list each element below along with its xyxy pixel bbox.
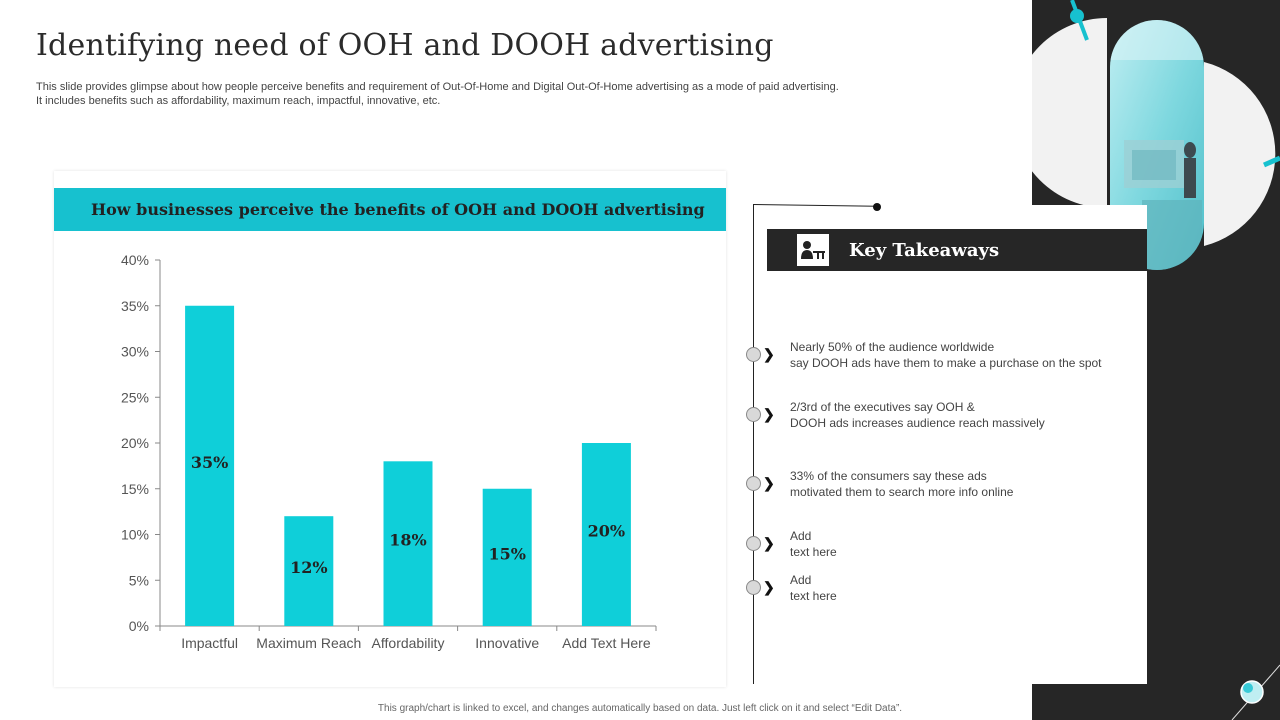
takeaway-text: 2/3rd of the executives say OOH & DOOH a… — [790, 400, 1045, 430]
y-tick-label: 15% — [121, 481, 149, 497]
bar — [581, 443, 631, 626]
chart-title-banner: How businesses perceive the benefits of … — [54, 188, 726, 231]
takeaway-item: ❯ Add text here — [746, 573, 1146, 614]
x-tick-label: Impactful — [181, 635, 238, 651]
bullet-circle-icon — [746, 580, 761, 595]
bar — [284, 516, 334, 626]
bar-data-label: 15% — [488, 544, 525, 563]
bullet-circle-icon — [746, 536, 761, 551]
x-tick-label: Maximum Reach — [256, 635, 361, 651]
bullet-circle-icon — [746, 407, 761, 422]
x-tick-label: Add Text Here — [562, 635, 651, 651]
chart-title: How businesses perceive the benefits of … — [91, 200, 705, 219]
bullet-circle-icon — [746, 476, 761, 491]
y-tick-label: 0% — [129, 618, 149, 634]
takeaways-connector-dot — [873, 203, 881, 211]
takeaways-panel — [753, 205, 1147, 684]
x-tick-label: Affordability — [372, 635, 445, 651]
bar-data-label: 12% — [290, 558, 327, 577]
y-tick-label: 30% — [121, 344, 149, 360]
takeaways-header: Key Takeaways — [767, 229, 1147, 271]
page-subtitle: This slide provides glimpse about how pe… — [36, 81, 839, 107]
takeaway-text: Add text here — [790, 529, 837, 559]
chevron-right-icon: ❯ — [763, 475, 775, 491]
presenter-icon — [797, 234, 829, 266]
bar — [185, 305, 235, 626]
y-tick-label: 25% — [121, 389, 149, 405]
chevron-right-icon: ❯ — [763, 346, 775, 362]
bar — [383, 461, 433, 626]
chevron-right-icon: ❯ — [763, 579, 775, 595]
bar-data-label: 18% — [389, 531, 426, 550]
footnote: This graph/chart is linked to excel, and… — [377, 703, 903, 714]
page-title: Identifying need of OOH and DOOH adverti… — [36, 28, 774, 63]
chart-card: How businesses perceive the benefits of … — [54, 171, 726, 687]
takeaway-item: ❯ 33% of the consumers say these ads moti… — [746, 469, 1146, 510]
bar-chart: 0% 5% 10% 15% 20% 25% 30% 35% 40% 35% Impactful 12%… — [121, 252, 657, 651]
y-tick-label: 10% — [121, 527, 149, 543]
decorative-photo-graphic — [1032, 0, 1280, 720]
bar-data-label: 20% — [588, 522, 625, 541]
y-tick-label: 40% — [121, 252, 149, 268]
bar-data-label: 35% — [191, 453, 228, 472]
chevron-right-icon: ❯ — [763, 535, 775, 551]
takeaway-item: ❯ Nearly 50% of the audience worldwide sa… — [746, 340, 1146, 381]
takeaways-title: Key Takeaways — [849, 239, 1000, 261]
takeaway-text: Nearly 50% of the audience worldwide say… — [790, 340, 1102, 370]
bar — [482, 488, 532, 626]
y-tick-label: 20% — [121, 435, 149, 451]
x-tick-label: Innovative — [475, 635, 539, 651]
bullet-circle-icon — [746, 347, 761, 362]
takeaway-item: ❯ 2/3rd of the executives say OOH & DOOH … — [746, 400, 1146, 441]
takeaway-text: Add text here — [790, 573, 837, 603]
y-tick-label: 35% — [121, 298, 149, 314]
chevron-right-icon: ❯ — [763, 406, 775, 422]
takeaway-item: ❯ Add text here — [746, 529, 1146, 570]
y-tick-label: 5% — [129, 572, 149, 588]
takeaway-text: 33% of the consumers say these ads motiv… — [790, 469, 1014, 499]
